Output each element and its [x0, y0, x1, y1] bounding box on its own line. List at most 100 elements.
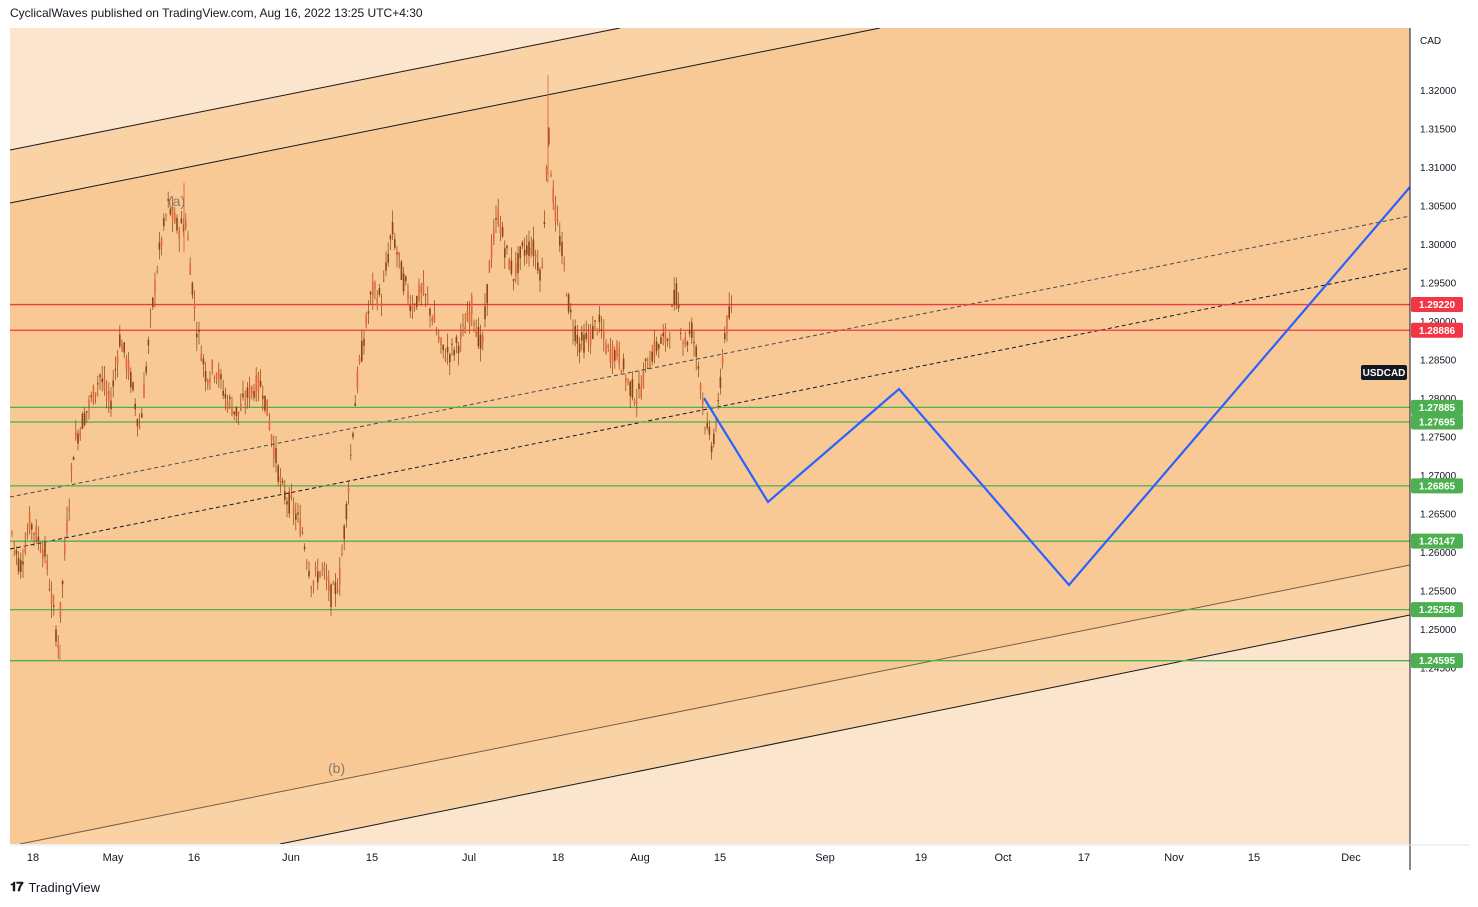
candle-body: [198, 329, 200, 332]
candle-body: [519, 246, 521, 259]
candle-body: [314, 567, 317, 570]
time-tick-label: Aug: [630, 852, 650, 864]
price-axis[interactable]: 1.32000 1.31500 1.31000 1.30500 1.30000 1.295…: [1420, 86, 1457, 675]
candle-body: [517, 253, 519, 273]
candle-body: [347, 487, 350, 493]
candle-body: [224, 393, 227, 399]
candle-body: [301, 532, 304, 534]
support-price-tag: 1.26865: [1411, 478, 1463, 494]
candle-body: [141, 413, 143, 418]
candle-body: [383, 279, 385, 281]
candle-body: [510, 260, 513, 274]
price-tag-label: 1.26865: [1419, 481, 1456, 492]
candle-body: [334, 582, 337, 594]
candle-body: [554, 203, 557, 221]
candle-body: [352, 433, 354, 438]
candle-body: [488, 260, 491, 273]
candle-body: [149, 313, 152, 316]
price-tick-label: 1.30000: [1420, 240, 1457, 251]
candle-body: [220, 374, 222, 380]
time-tick-label: May: [103, 852, 124, 864]
candle-body: [627, 379, 629, 381]
publisher-line: CyclicalWaves published on TradingView.c…: [10, 6, 423, 20]
candle-body: [253, 391, 255, 398]
candle-body: [306, 562, 308, 564]
candle-body: [174, 213, 176, 223]
candle-body: [385, 262, 387, 271]
candle-body: [688, 330, 691, 334]
support-price-tag: 1.26147: [1411, 533, 1463, 549]
candle-body: [446, 346, 449, 353]
candle-body: [185, 221, 187, 228]
candle-body: [233, 411, 235, 415]
candle-body: [200, 353, 202, 361]
candle-body: [640, 386, 642, 398]
candle-body: [433, 313, 436, 323]
time-axis[interactable]: 18 May 16 Jun 15 Jul 18 Aug 15 Sep 19 Oct 17 Nov 15 Dec: [27, 852, 1361, 864]
candle-body: [728, 306, 730, 319]
candle-body: [158, 242, 161, 250]
candle-body: [323, 566, 326, 571]
candle-body: [310, 586, 312, 589]
candle-body: [431, 318, 433, 321]
candle-body: [22, 561, 24, 565]
candle-body: [405, 276, 407, 282]
price-tag-label: 1.29220: [1419, 300, 1456, 311]
candle-body: [697, 366, 700, 369]
candle-body: [721, 356, 724, 364]
candle-body: [713, 433, 715, 444]
candle-body: [339, 568, 341, 585]
candle-body: [693, 341, 695, 344]
tradingview-brand[interactable]: 𝟏𝟕 TradingView: [10, 879, 100, 895]
candle-body: [361, 340, 363, 362]
candle-body: [585, 332, 587, 339]
candle-body: [101, 378, 103, 383]
candle-body: [367, 311, 370, 314]
candle-body: [614, 350, 616, 361]
candle-body: [598, 314, 601, 323]
candle-body: [449, 353, 451, 363]
candle-body: [534, 254, 537, 258]
candle-body: [24, 545, 26, 553]
candle-body: [46, 560, 48, 570]
candle-body: [422, 282, 425, 295]
candle-body: [550, 174, 552, 177]
candle-body: [92, 385, 95, 405]
candle-body: [213, 377, 216, 379]
candle-body: [187, 237, 189, 240]
candle-body: [211, 360, 213, 370]
candle-body: [686, 341, 689, 346]
candle-body: [94, 392, 97, 396]
candle-body: [97, 383, 99, 385]
price-tag-label: 1.25258: [1419, 605, 1456, 616]
candle-body: [119, 334, 121, 347]
candle-body: [563, 263, 565, 265]
price-tick-label: 1.26000: [1420, 548, 1457, 559]
candle-body: [207, 379, 209, 386]
time-tick-label: 15: [366, 852, 378, 864]
candle-body: [35, 525, 37, 541]
candle-body: [13, 542, 15, 545]
candle-body: [99, 374, 101, 378]
support-price-tag: 1.25258: [1411, 602, 1463, 618]
candle-body: [226, 400, 229, 410]
candle-body: [343, 525, 345, 539]
candle-body: [682, 343, 684, 344]
candle-body: [570, 310, 572, 313]
lower-channel-line: [279, 614, 1410, 844]
candle-body: [638, 383, 640, 389]
candle-body: [121, 343, 123, 352]
lower-inner-channel-line: [19, 564, 1410, 844]
candle-body: [380, 302, 383, 307]
candle-body: [497, 209, 499, 225]
candle-body: [462, 324, 464, 326]
candle-body: [691, 322, 693, 339]
candle-body: [589, 328, 592, 346]
candle-body: [325, 576, 328, 581]
candle-body: [321, 564, 323, 566]
candle-body: [277, 465, 279, 482]
candle-body: [72, 456, 75, 461]
candle-body: [420, 286, 422, 293]
candle-body: [20, 560, 22, 573]
